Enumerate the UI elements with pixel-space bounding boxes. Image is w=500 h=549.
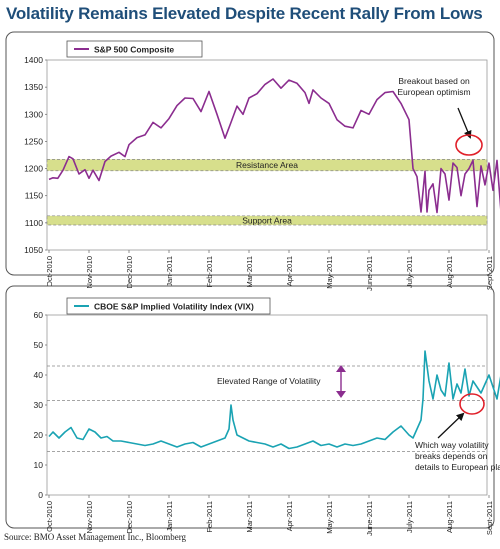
x-tick-label: Jan-2011 — [165, 256, 174, 287]
x-tick-label: May-2011 — [325, 501, 334, 534]
y-tick-label: 60 — [34, 310, 44, 320]
x-tick-label: Sept-2011 — [485, 256, 494, 290]
y-tick-label: 1200 — [24, 164, 43, 174]
band-area — [46, 158, 488, 172]
annotation-arrow — [437, 412, 465, 439]
x-tick-label: Apr-2011 — [285, 501, 294, 531]
annotation-line: Breakout based on — [398, 76, 470, 86]
x-tick-label: June-2011 — [365, 501, 374, 536]
range-arrow-down — [336, 391, 346, 398]
y-tick-label: 1050 — [24, 245, 43, 255]
y-tick-label: 1400 — [24, 55, 43, 65]
y-tick-label: 10 — [34, 460, 44, 470]
annotation-elevated-range: Elevated Range of Volatility — [217, 365, 346, 398]
range-arrow-up — [336, 365, 346, 372]
band-area — [46, 215, 488, 226]
y-tick-label: 1100 — [25, 218, 44, 228]
x-tick-label: Oct-2010 — [45, 501, 54, 532]
x-tick-label: Aug-2011 — [445, 256, 454, 288]
x-tick-label: June-2011 — [365, 256, 374, 291]
plot-area — [46, 314, 488, 496]
sp500-chart-panel: Resistance Area Support Area 1050 1100 1150… — [5, 31, 500, 291]
legend-box: S&P 500 Composite — [66, 40, 203, 58]
x-tick-label: Aug-2011 — [445, 501, 454, 533]
x-tick-label: Mar-2011 — [245, 501, 254, 533]
x-tick-label: Sept-2011 — [485, 501, 494, 535]
page-title: Volatility Remains Elevated Despite Rece… — [6, 4, 483, 23]
legend-label: S&P 500 Composite — [94, 45, 174, 55]
y-tick-label: 40 — [34, 370, 44, 380]
legend-box: CBOE S&P Implied Volatility Index (VIX) — [66, 297, 271, 315]
y-tick-label: 1300 — [24, 109, 43, 119]
panel-frame — [5, 31, 495, 276]
x-tick-label: Feb-2011 — [205, 501, 214, 533]
x-tick-label: May-2011 — [325, 256, 334, 289]
annotation-line: Elevated Range of Volatility — [217, 376, 321, 386]
sp500-series-line — [48, 78, 500, 214]
annotation-line: Which way volatility — [415, 440, 489, 450]
x-tick-label: July-2011 — [405, 501, 414, 533]
vix-series-line — [48, 350, 500, 450]
vix-chart-panel: 0 10 20 30 40 50 60 Oct-2010 Nov-2010 Dec-2010 Ja… — [5, 285, 500, 536]
y-tick-label: 1250 — [24, 136, 43, 146]
x-tick-label: Mar-2011 — [245, 256, 254, 288]
x-tick-label: Feb-2011 — [205, 256, 214, 288]
annotation-line: breaks depends on — [415, 451, 488, 461]
x-tick-label: Jan-2011 — [165, 501, 174, 532]
y-tick-label: 1350 — [24, 82, 43, 92]
annotation-line: European optimism — [397, 87, 470, 97]
annotation-which-way: Which way volatility breaks depends on d… — [415, 393, 500, 472]
x-tick-label: Dec-2010 — [125, 501, 134, 534]
y-tick-label: 50 — [34, 340, 44, 350]
band-label: Support Area — [242, 215, 292, 225]
highlight-circle — [455, 134, 483, 156]
panel-frame — [5, 285, 495, 529]
x-tick-label: Oct-2010 — [45, 256, 54, 287]
x-tick-label: Apr-2011 — [285, 256, 294, 286]
highlight-circle — [459, 393, 485, 415]
source-note: Source: BMO Asset Management Inc., Bloom… — [4, 532, 187, 542]
x-tick-label: Dec-2010 — [125, 256, 134, 289]
x-tick-label: Nov-2010 — [85, 501, 94, 534]
annotation-line: details to European plan — [415, 462, 500, 472]
y-tick-label: 1150 — [25, 191, 44, 201]
x-tick-label: July-2011 — [405, 256, 414, 288]
y-tick-label: 0 — [38, 490, 43, 500]
annotation-arrow — [457, 107, 472, 139]
x-tick-label: Nov-2010 — [85, 256, 94, 289]
legend-label: CBOE S&P Implied Volatility Index (VIX) — [94, 302, 254, 312]
annotation-breakout: Breakout based on European optimism — [397, 76, 483, 156]
band-label: Resistance Area — [236, 160, 298, 170]
y-tick-label: 30 — [34, 400, 44, 410]
y-tick-label: 20 — [34, 430, 44, 440]
